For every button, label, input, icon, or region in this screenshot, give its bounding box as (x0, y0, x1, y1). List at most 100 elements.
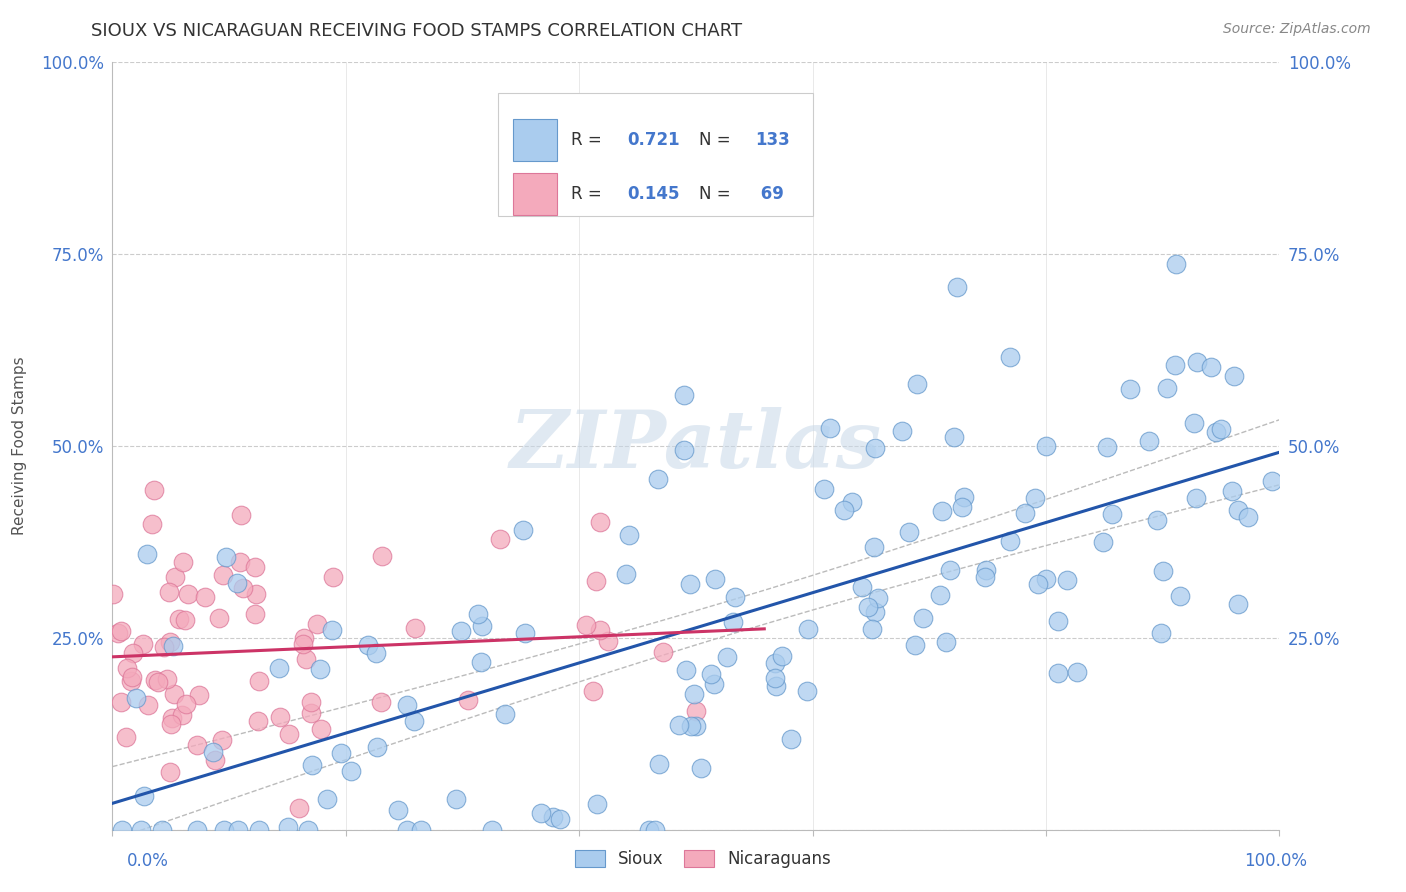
Point (172, 556, 194, 570)
Point (946, 279, 969, 293)
Point (796, 684, 818, 698)
Point (931, 504, 953, 518)
Point (366, 739, 388, 754)
Point (247, 673, 270, 688)
Point (974, 570, 997, 584)
Point (770, 649, 793, 664)
Point (371, 549, 394, 563)
Point (174, 614, 197, 628)
Point (1035, 439, 1057, 453)
Point (202, 745, 225, 759)
Point (211, 733, 233, 747)
Point (159, 635, 181, 649)
Point (724, 590, 747, 604)
Legend: Sioux, Nicaraguans: Sioux, Nicaraguans (568, 843, 838, 875)
Point (851, 580, 873, 594)
Point (146, 675, 169, 690)
Point (107, 626, 129, 640)
Point (489, 533, 512, 547)
Point (700, 666, 723, 681)
Point (160, 711, 183, 725)
Point (150, 822, 173, 837)
Point (269, 709, 291, 723)
Point (1101, 507, 1123, 521)
Point (163, 687, 186, 701)
Point (204, 753, 226, 767)
Point (301, 757, 323, 772)
Point (1137, 434, 1160, 449)
Point (215, 550, 238, 565)
Point (120, 673, 142, 688)
Point (841, 495, 863, 509)
Point (582, 684, 605, 698)
Point (1119, 382, 1142, 396)
Point (950, 500, 973, 515)
Point (330, 746, 353, 760)
Point (512, 523, 534, 537)
Point (832, 503, 855, 517)
Point (269, 661, 291, 675)
Point (307, 617, 329, 632)
Point (938, 563, 960, 577)
Point (1091, 535, 1114, 549)
Point (404, 621, 426, 635)
Point (1222, 484, 1244, 499)
Point (679, 577, 702, 591)
Point (103, 587, 125, 601)
Point (586, 797, 609, 812)
Point (229, 508, 252, 522)
Point (450, 624, 472, 639)
Point (856, 600, 879, 615)
Point (115, 661, 138, 675)
Text: Source: ZipAtlas.com: Source: ZipAtlas.com (1223, 22, 1371, 37)
Point (1152, 564, 1174, 578)
Point (589, 624, 612, 638)
Point (1056, 574, 1078, 588)
Point (245, 586, 267, 600)
Point (1227, 502, 1250, 516)
Point (513, 625, 536, 640)
FancyBboxPatch shape (498, 93, 813, 216)
Point (159, 764, 181, 779)
Point (1014, 506, 1036, 520)
Point (370, 695, 392, 709)
Point (585, 574, 607, 588)
Point (187, 688, 209, 702)
Point (132, 637, 155, 651)
Point (589, 515, 612, 529)
Point (1209, 422, 1232, 436)
Point (177, 587, 200, 601)
Point (976, 563, 998, 577)
Point (110, 695, 132, 709)
Point (1261, 475, 1284, 489)
Point (1164, 358, 1187, 372)
Point (471, 619, 494, 633)
Point (170, 707, 193, 722)
Point (121, 670, 143, 684)
Text: SIOUX VS NICARAGUAN RECEIVING FOOD STAMPS CORRELATION CHART: SIOUX VS NICARAGUAN RECEIVING FOOD STAMP… (91, 22, 742, 40)
Point (245, 560, 267, 574)
Point (136, 547, 159, 561)
Point (598, 634, 620, 648)
Point (1184, 491, 1206, 505)
Point (683, 687, 706, 701)
Point (494, 707, 516, 722)
Point (763, 671, 786, 685)
Text: 0.721: 0.721 (627, 131, 679, 149)
Point (174, 697, 197, 711)
Point (685, 719, 707, 733)
Point (208, 611, 231, 625)
Point (675, 663, 697, 677)
Point (481, 822, 503, 837)
Point (387, 804, 409, 818)
Point (404, 714, 426, 728)
Point (860, 622, 883, 636)
Point (935, 635, 957, 649)
Point (299, 695, 322, 709)
Point (953, 491, 976, 505)
Point (229, 555, 252, 569)
Point (143, 673, 166, 687)
Point (929, 588, 952, 602)
Point (1046, 614, 1069, 628)
Bar (513, 173, 557, 215)
